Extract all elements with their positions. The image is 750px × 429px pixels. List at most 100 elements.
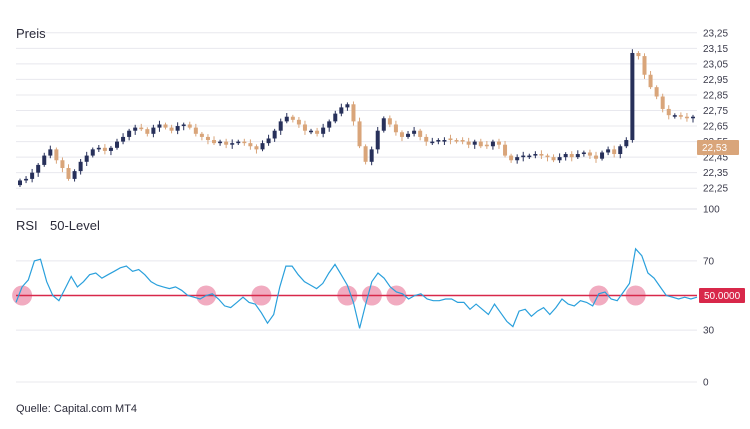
candle-bullish [121, 136, 126, 142]
candle-bearish [454, 140, 459, 142]
candle-bearish [145, 129, 150, 134]
candle-bearish [205, 136, 210, 141]
candle-bullish [266, 138, 271, 144]
candle-bullish [406, 133, 411, 137]
candle-bearish [503, 144, 508, 156]
candle-bearish [212, 140, 217, 144]
candle-bullish [557, 157, 562, 161]
candle-bearish [302, 124, 307, 131]
candle-bearish [363, 146, 368, 162]
rsi-tick-label: 100 [703, 205, 720, 216]
price-axis-ticks: 23,2523,1523,0522,9522,8522,7522,6522,55… [703, 28, 728, 194]
candle-bullish [24, 178, 29, 181]
candle-bullish [691, 116, 695, 119]
candle-bearish [545, 155, 550, 158]
rsi-tick-label: 30 [703, 326, 715, 337]
candle-bullish [412, 130, 417, 134]
rsi-tick-label: 70 [703, 256, 715, 267]
candle-bearish [509, 155, 514, 161]
candle-bearish [418, 130, 423, 137]
candle-bearish [357, 121, 362, 147]
candle-bearish [678, 115, 683, 117]
candle-bullish [533, 154, 538, 156]
price-gridlines [16, 32, 697, 189]
rsi-legend-50-level: 50-Level [50, 218, 100, 233]
candle-bullish [84, 155, 89, 162]
candle-bullish [606, 149, 611, 153]
candle-bullish [436, 140, 441, 142]
rsi-tick-label: 0 [703, 378, 709, 389]
candle-bearish [684, 116, 689, 119]
candle-bullish [78, 161, 83, 172]
candle-bearish [169, 127, 174, 131]
candle-bullish [600, 152, 605, 159]
candle-bullish [309, 130, 314, 133]
candle-bearish [224, 141, 229, 145]
candle-bullish [472, 141, 477, 145]
candle-bearish [242, 141, 247, 144]
candle-bullish [36, 164, 41, 173]
candle-bearish [587, 152, 592, 156]
candle-bearish [66, 168, 71, 179]
candle-bullish [630, 52, 635, 141]
candle-bearish [290, 116, 295, 120]
price-tick-label: 23,15 [703, 44, 728, 55]
level-badge-bg [699, 288, 745, 303]
candle-bearish [666, 108, 671, 116]
candle-bullish [575, 154, 580, 158]
candle-bullish [260, 143, 265, 150]
candle-bullish [175, 126, 180, 131]
candle-bullish [108, 147, 113, 151]
price-tick-label: 22,85 [703, 90, 728, 101]
candle-bullish [321, 127, 326, 134]
candle-bullish [563, 154, 568, 158]
candle-bullish [115, 141, 120, 148]
candle-bullish [381, 118, 386, 131]
price-tick-label: 22,95 [703, 75, 728, 86]
price-panel-title: Preis [16, 26, 46, 41]
candle-bullish [327, 121, 332, 128]
candle-bearish [315, 130, 320, 134]
candle-bearish [660, 96, 665, 109]
candle-bullish [127, 130, 132, 137]
price-tick-label: 22,65 [703, 122, 728, 133]
candle-bearish [424, 136, 429, 142]
candle-bearish [496, 141, 501, 145]
candle-bearish [254, 146, 259, 150]
candle-bullish [236, 141, 241, 144]
candle-bearish [460, 140, 465, 142]
candle-bearish [139, 127, 144, 130]
candle-bullish [333, 113, 338, 122]
candle-bearish [642, 56, 647, 75]
candle-bullish [490, 141, 495, 147]
candle-bullish [345, 104, 350, 108]
source-caption: Quelle: Capital.com MT4 [16, 403, 138, 415]
candle-bearish [54, 149, 59, 161]
candle-bearish [393, 124, 398, 133]
candle-bullish [278, 121, 283, 131]
candle-bullish [42, 155, 47, 165]
candle-bearish [60, 160, 65, 169]
candle-bearish [199, 133, 204, 137]
candle-bullish [96, 147, 101, 150]
candle-bearish [399, 132, 404, 137]
candle-bullish [581, 152, 586, 155]
candle-bearish [187, 124, 192, 128]
candle-bullish [624, 140, 629, 147]
candle-bearish [612, 149, 617, 155]
rsi-panel-title: RSI [16, 218, 38, 233]
candle-bullish [430, 141, 435, 144]
candle-bearish [654, 87, 659, 97]
price-tick-label: 22,25 [703, 184, 728, 195]
candle-bullish [90, 149, 95, 156]
price-tick-label: 22,75 [703, 106, 728, 117]
candle-bullish [151, 127, 156, 134]
candle-bearish [163, 124, 168, 128]
last-price-value: 22,53 [702, 143, 727, 154]
candle-bullish [272, 130, 277, 139]
price-tick-label: 23,05 [703, 59, 728, 70]
candle-bullish [181, 124, 186, 127]
level-badge: 50.0000 [699, 288, 745, 303]
candle-bullish [515, 157, 520, 161]
